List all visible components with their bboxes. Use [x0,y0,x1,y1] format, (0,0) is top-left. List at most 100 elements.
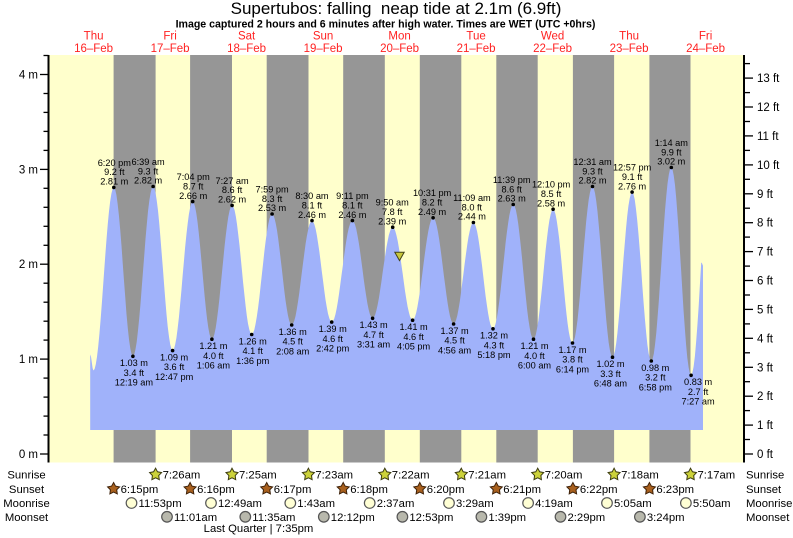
svg-text:9.9 ft: 9.9 ft [661,147,682,157]
svg-text:4.5 ft: 4.5 ft [282,337,303,347]
svg-text:3.2 ft: 3.2 ft [645,373,666,383]
svg-text:9.2 ft: 9.2 ft [104,167,125,177]
svg-text:6:22pm: 6:22pm [580,484,618,496]
svg-text:0 m: 0 m [19,449,38,461]
svg-text:4.7 ft: 4.7 ft [363,330,384,340]
svg-text:7:27 am: 7:27 am [681,397,715,407]
svg-text:9:50 am: 9:50 am [376,198,410,208]
svg-text:Last Quarter | 7:35pm: Last Quarter | 7:35pm [204,523,314,535]
svg-text:7.8 ft: 7.8 ft [382,207,403,217]
svg-text:4.6 ft: 4.6 ft [403,332,424,342]
svg-text:7:59 pm: 7:59 pm [255,184,289,194]
svg-text:6:14 pm: 6:14 pm [556,364,590,374]
svg-text:Sat: Sat [238,31,256,43]
svg-text:1:14 am: 1:14 am [655,138,689,148]
svg-text:7 ft: 7 ft [757,247,774,259]
svg-text:1 m: 1 m [19,354,38,366]
svg-text:4.1 ft: 4.1 ft [242,346,263,356]
svg-text:2:37am: 2:37am [377,498,415,510]
svg-text:2.62 m: 2.62 m [218,195,246,205]
svg-text:2.49 m: 2.49 m [418,207,446,217]
svg-text:4 m: 4 m [19,70,38,82]
svg-text:Sunset: Sunset [9,484,45,496]
svg-text:Tue: Tue [466,31,485,43]
svg-text:9.1 ft: 9.1 ft [622,172,643,182]
svg-text:6:21pm: 6:21pm [503,484,541,496]
svg-text:7:26am: 7:26am [163,470,201,482]
svg-text:12:12pm: 12:12pm [331,512,375,524]
svg-text:1.09 m: 1.09 m [160,353,188,363]
svg-text:2.58 m: 2.58 m [537,198,565,208]
svg-text:9 ft: 9 ft [757,189,774,201]
svg-text:2.66 m: 2.66 m [179,191,207,201]
svg-text:Moonrise: Moonrise [3,498,49,510]
svg-text:1.21 m: 1.21 m [520,341,548,351]
svg-text:Sunset: Sunset [746,484,782,496]
svg-text:2 ft: 2 ft [757,391,774,403]
svg-text:6:48 am: 6:48 am [594,379,628,389]
svg-text:6:16pm: 6:16pm [197,484,235,496]
svg-text:1:39pm: 1:39pm [488,512,526,524]
svg-text:Moonset: Moonset [5,512,49,524]
svg-text:11:39 pm: 11:39 pm [493,175,531,185]
svg-text:1.26 m: 1.26 m [239,336,267,346]
svg-text:Thu: Thu [84,31,104,43]
svg-text:7:21am: 7:21am [468,470,506,482]
svg-text:5:50am: 5:50am [693,498,731,510]
svg-text:1.02 m: 1.02 m [596,359,624,369]
svg-text:2:08 am: 2:08 am [276,346,310,356]
svg-text:9:11 pm: 9:11 pm [336,191,369,201]
svg-text:4:05 pm: 4:05 pm [397,342,431,352]
svg-text:Image captured 2 hours and 6 m: Image captured 2 hours and 6 minutes aft… [176,19,596,31]
svg-text:9.3 ft: 9.3 ft [138,166,159,176]
svg-text:2.46 m: 2.46 m [338,210,366,220]
svg-text:1.37 m: 1.37 m [441,326,469,336]
svg-text:Wed: Wed [541,31,564,43]
svg-text:6:20 pm: 6:20 pm [98,158,132,168]
svg-text:9.3 ft: 9.3 ft [582,166,603,176]
svg-text:Supertubos: falling neap tide: Supertubos: falling neap tide at 2.1m (6… [231,0,562,18]
svg-text:23–Feb: 23–Feb [610,43,649,55]
svg-text:20–Feb: 20–Feb [380,43,419,55]
svg-text:3:24pm: 3:24pm [647,512,685,524]
svg-text:6:15pm: 6:15pm [121,484,159,496]
svg-text:12:31 am: 12:31 am [573,157,612,167]
svg-text:6:23pm: 6:23pm [656,484,694,496]
svg-text:2.82 m: 2.82 m [578,176,606,186]
svg-text:1.17 m: 1.17 m [558,345,586,355]
svg-text:24–Feb: 24–Feb [686,43,725,55]
svg-text:12:47 pm: 12:47 pm [155,372,194,382]
svg-text:19–Feb: 19–Feb [304,43,343,55]
svg-text:11:53pm: 11:53pm [139,498,182,510]
svg-text:8.0 ft: 8.0 ft [462,202,483,212]
svg-text:2:42 pm: 2:42 pm [316,344,350,354]
svg-text:12 ft: 12 ft [757,102,780,114]
svg-text:0.98 m: 0.98 m [641,363,669,373]
svg-text:4.3 ft: 4.3 ft [484,340,505,350]
svg-text:22–Feb: 22–Feb [533,43,572,55]
svg-text:1.43 m: 1.43 m [360,320,388,330]
svg-text:2.76 m: 2.76 m [618,181,646,191]
svg-text:1.32 m: 1.32 m [480,331,508,341]
svg-text:7:23am: 7:23am [315,470,353,482]
svg-text:2 m: 2 m [19,259,38,271]
svg-text:2.46 m: 2.46 m [298,210,326,220]
svg-text:12:57 pm: 12:57 pm [613,163,652,173]
svg-text:2.53 m: 2.53 m [258,203,286,213]
svg-text:8.3 ft: 8.3 ft [262,194,283,204]
svg-text:Sun: Sun [313,31,333,43]
svg-text:6:20pm: 6:20pm [427,484,465,496]
svg-text:Fri: Fri [163,31,176,43]
svg-text:Mon: Mon [388,31,410,43]
svg-text:8.1 ft: 8.1 ft [342,200,363,210]
svg-text:3 ft: 3 ft [757,362,774,374]
svg-text:8.5 ft: 8.5 ft [541,189,562,199]
svg-text:4.5 ft: 4.5 ft [444,336,465,346]
svg-text:6:39 am: 6:39 am [131,157,165,167]
svg-text:0.83 m: 0.83 m [684,377,712,387]
svg-text:7:20am: 7:20am [545,470,583,482]
svg-text:1:36 pm: 1:36 pm [236,356,270,366]
svg-text:3.02 m: 3.02 m [657,157,685,167]
svg-text:1:43am: 1:43am [297,498,335,510]
svg-text:7:04 pm: 7:04 pm [177,172,211,182]
